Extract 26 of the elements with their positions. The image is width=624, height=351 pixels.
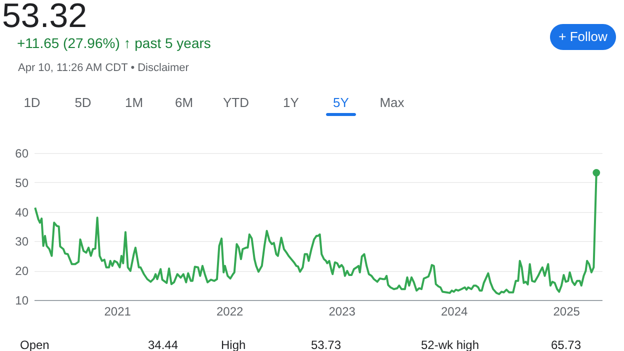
y-tick-label: 10 xyxy=(15,294,29,308)
text: 6M xyxy=(174,95,194,110)
text: Apr 10, 11:26 AM CDT • Disclaimer xyxy=(18,62,190,74)
chart-subtitle: +11.65 (27.96%) ↑ past 5 years xyxy=(17,35,211,51)
y-tick-label: 30 xyxy=(15,234,29,249)
y-tick-label: 40 xyxy=(15,205,29,220)
text: 53.73 xyxy=(311,338,342,351)
text: 5Y xyxy=(333,95,350,110)
x-tick-label: 2022 xyxy=(216,304,244,318)
text: YTD xyxy=(223,95,249,110)
x-tick-label: 2021 xyxy=(104,304,132,318)
chart-title: 53.32 xyxy=(2,0,88,35)
text: 65.73 xyxy=(551,338,582,351)
x-tick-label: 2023 xyxy=(328,304,356,318)
text: 1Y xyxy=(283,95,300,110)
x-tick-label: 2025 xyxy=(553,304,580,318)
y-tick-label: 20 xyxy=(15,264,29,278)
text: 1D xyxy=(24,95,40,110)
y-tick-label: 50 xyxy=(15,176,29,190)
x-tick-label: 2024 xyxy=(440,304,468,318)
text: 5D xyxy=(74,95,92,110)
text: 34.44 xyxy=(148,338,178,351)
text: 1M xyxy=(124,95,144,110)
y-tick-label: 60 xyxy=(15,146,29,160)
text: + Follow xyxy=(558,29,608,44)
text: Max xyxy=(380,95,405,110)
